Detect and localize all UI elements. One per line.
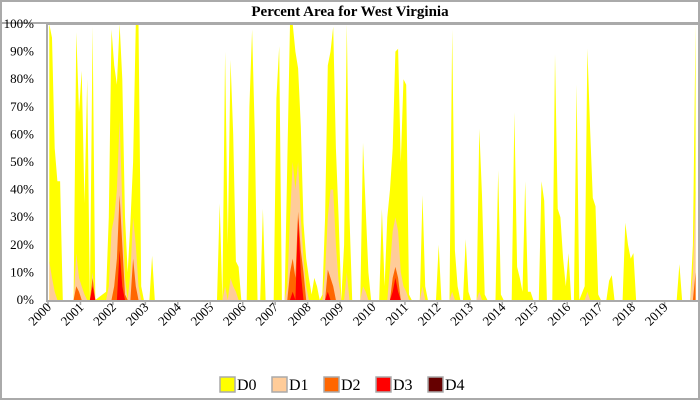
legend-label: D4 xyxy=(445,377,465,394)
legend-swatch-d0 xyxy=(219,376,236,393)
area-d2 xyxy=(49,195,696,300)
y-tick-label: 20% xyxy=(10,237,34,252)
legend-label: D1 xyxy=(289,377,309,394)
legend-swatch-d2 xyxy=(323,376,340,393)
legend-label: D3 xyxy=(393,377,413,394)
y-tick-label: 60% xyxy=(10,126,34,141)
legend-label: D0 xyxy=(237,377,257,394)
y-tick-label: 10% xyxy=(10,264,34,279)
y-tick-label: 50% xyxy=(10,154,34,169)
y-tick-label: 70% xyxy=(10,99,34,114)
y-tick-label: 100% xyxy=(4,16,35,31)
legend-label: D2 xyxy=(341,377,361,394)
y-tick-label: 90% xyxy=(10,44,34,59)
area-d1 xyxy=(49,120,696,300)
legend: D0 D1 D2 D3 D4 xyxy=(219,376,465,394)
chart-title: Percent Area for West Virginia xyxy=(251,4,449,20)
legend-swatch-d1 xyxy=(271,376,288,393)
legend-swatch-d3 xyxy=(375,376,392,393)
y-tick-label: 30% xyxy=(10,209,34,224)
y-tick-label: 0% xyxy=(17,292,35,307)
y-tick-label: 80% xyxy=(10,71,34,86)
plot-area xyxy=(49,24,696,300)
legend-swatch-d4 xyxy=(427,376,444,393)
y-axis: 0% 10% 20% 30% 40% 50% 60% 70% 80% 90% 100% xyxy=(4,16,699,307)
y-tick-label: 40% xyxy=(10,182,34,197)
